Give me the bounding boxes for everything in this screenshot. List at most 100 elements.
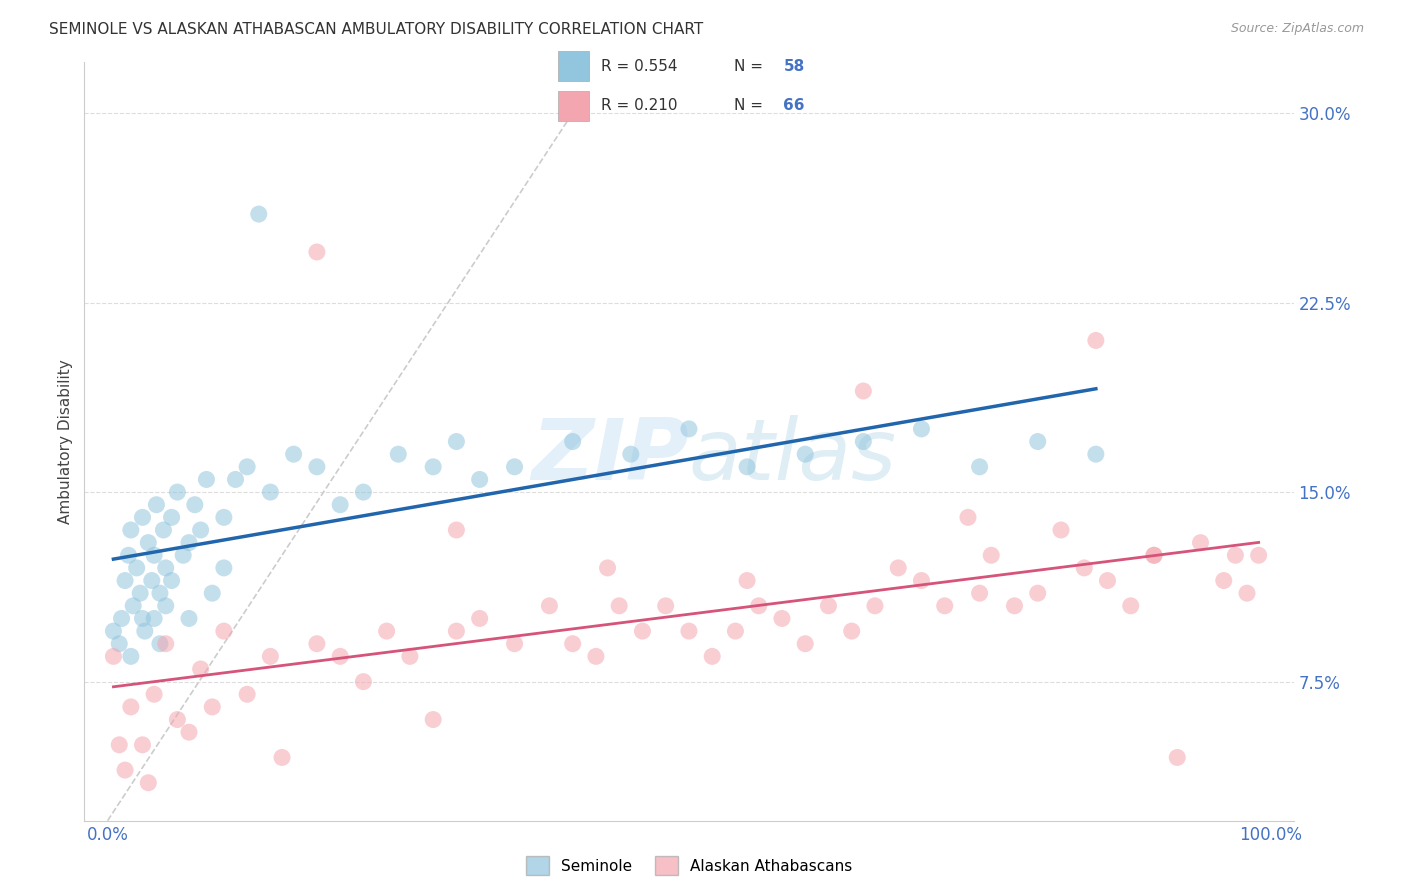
Text: ZIP: ZIP [531,415,689,499]
Point [177,535,200,549]
Point [136,776,159,790]
Point [114,763,136,777]
Point [155,637,177,651]
Point [1225,548,1247,563]
Point [596,561,619,575]
Point [446,434,468,449]
Point [190,523,212,537]
Text: Source: ZipAtlas.com: Source: ZipAtlas.com [1230,22,1364,36]
Point [129,586,152,600]
Point [1189,535,1212,549]
Point [1143,548,1166,563]
Text: SEMINOLE VS ALASKAN ATHABASCAN AMBULATORY DISABILITY CORRELATION CHART: SEMINOLE VS ALASKAN ATHABASCAN AMBULATOR… [49,22,703,37]
Point [120,649,142,664]
Point [212,510,235,524]
Point [110,611,132,625]
Text: R = 0.554: R = 0.554 [600,59,678,74]
Point [561,637,583,651]
Text: atlas: atlas [689,415,897,499]
Point [585,649,607,664]
Point [852,384,875,398]
Point [108,637,131,651]
Point [969,586,991,600]
Point [561,434,583,449]
Text: N =: N = [734,59,768,74]
Point [910,574,932,588]
Point [236,687,259,701]
Point [125,561,148,575]
Point [136,535,159,549]
Point [201,586,224,600]
Point [120,523,142,537]
Point [149,586,172,600]
Point [794,447,817,461]
Point [887,561,910,575]
Point [305,244,328,259]
Point [678,422,700,436]
Point [607,599,630,613]
Point [152,523,174,537]
Point [817,599,839,613]
Point [271,750,294,764]
Point [283,447,305,461]
Point [120,699,142,714]
Point [934,599,956,613]
Point [1084,334,1107,348]
Point [131,738,153,752]
Bar [558,91,589,120]
Point [794,637,817,651]
Point [149,637,172,651]
Text: R = 0.210: R = 0.210 [600,98,678,113]
Point [1166,750,1188,764]
Point [1247,548,1270,563]
Point [259,649,281,664]
Point [724,624,747,639]
Point [190,662,212,676]
Point [631,624,654,639]
Point [172,548,194,563]
Point [620,447,643,461]
Point [538,599,561,613]
Point [225,473,247,487]
Point [329,649,352,664]
Point [1026,586,1049,600]
Point [956,510,979,524]
Point [166,713,188,727]
Point [143,687,166,701]
Point [1119,599,1142,613]
Point [259,485,281,500]
Point [1236,586,1258,600]
Point [399,649,422,664]
Point [1073,561,1095,575]
Point [131,510,153,524]
Point [177,611,200,625]
Point [160,574,183,588]
Point [852,434,875,449]
Point [678,624,700,639]
Point [1004,599,1026,613]
Point [160,510,183,524]
Point [863,599,886,613]
Bar [558,52,589,81]
Text: N =: N = [734,98,768,113]
Point [134,624,156,639]
Point [117,548,139,563]
Point [143,548,166,563]
Point [1143,548,1166,563]
Point [735,459,758,474]
Point [236,459,259,474]
Point [131,611,153,625]
Point [770,611,793,625]
Text: 66: 66 [783,98,804,113]
Point [212,624,235,639]
Point [468,473,491,487]
Point [329,498,352,512]
Point [1212,574,1234,588]
Point [1097,574,1119,588]
Point [177,725,200,739]
Point [103,649,125,664]
Point [375,624,398,639]
Text: 58: 58 [783,59,804,74]
Point [735,574,758,588]
Point [145,498,167,512]
